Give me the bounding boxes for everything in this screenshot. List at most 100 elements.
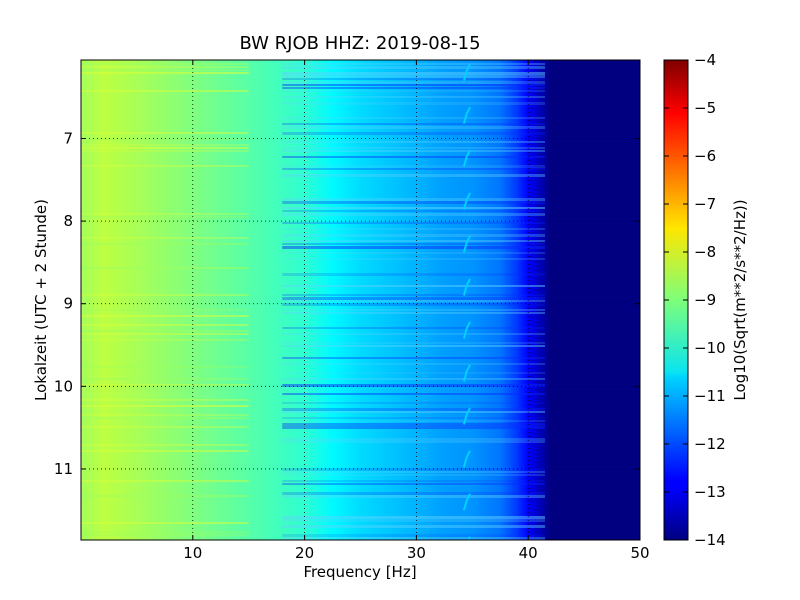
time-band: [282, 240, 545, 242]
time-band: [282, 525, 545, 528]
x-tick-label: 50: [630, 544, 649, 562]
time-band: [282, 303, 545, 306]
time-band: [282, 363, 545, 365]
tonal-line-segment: [467, 536, 471, 540]
time-band: [282, 492, 545, 495]
time-band: [282, 402, 545, 404]
tonal-line-segment: [462, 321, 471, 339]
time-band: [282, 333, 545, 335]
time-band: [282, 357, 545, 359]
x-tick-label: 30: [407, 544, 426, 562]
time-band: [81, 309, 249, 311]
colorbar-tick-label: −10: [694, 339, 726, 357]
time-band: [282, 117, 545, 119]
colorbar-tick-label: −13: [694, 483, 726, 501]
y-axis-label: Lokalzeit (UTC + 2 Stunde): [32, 199, 50, 401]
time-band: [282, 534, 545, 537]
time-band: [81, 366, 249, 368]
spectrogram-image: [81, 60, 640, 540]
time-band: [282, 273, 545, 276]
time-band: [81, 66, 249, 68]
tonal-line-segment: [462, 407, 471, 425]
time-band: [282, 168, 545, 170]
time-band: [81, 444, 249, 446]
axis-ticks: 10 20 30 40 50 7 8 9 10 11: [54, 60, 650, 562]
time-band: [282, 174, 545, 177]
colorbar-label: Log10(Sqrt(m**2/s**2/Hz)): [731, 199, 749, 400]
x-tick-label: 10: [183, 544, 202, 562]
time-band: [282, 75, 545, 78]
time-band: [282, 243, 545, 245]
time-band: [81, 426, 249, 428]
time-band: [282, 147, 545, 149]
time-band: [282, 78, 545, 80]
tonal-line-segment: [462, 63, 471, 81]
time-band: [81, 399, 249, 401]
time-band: [282, 417, 545, 419]
time-band: [81, 63, 249, 65]
time-band: [81, 324, 249, 326]
x-axis-label: Frequency [Hz]: [303, 563, 416, 581]
time-band: [81, 414, 249, 416]
time-band: [81, 534, 249, 536]
time-band: [282, 294, 545, 296]
time-band: [282, 342, 545, 344]
time-band: [282, 102, 545, 105]
time-band: [81, 315, 249, 317]
time-band: [81, 216, 249, 218]
time-band: [81, 378, 249, 380]
colorbar-tick-label: −14: [694, 531, 726, 549]
time-band: [282, 426, 545, 429]
time-band: [282, 516, 545, 519]
colorbar-tick-label: −5: [694, 99, 716, 117]
colorbar-tick-label: −11: [694, 387, 726, 405]
time-band: [81, 417, 249, 419]
time-band: [282, 372, 545, 374]
time-band: [81, 144, 249, 146]
spectrogram-area: [81, 60, 640, 540]
tonal-line-segment: [462, 235, 471, 253]
time-band: [282, 201, 545, 204]
colorbar: −4 −5 −6 −7 −8 −9 −10 −11 −12 −13 −14 Log10(Sqrt(m…: [663, 51, 749, 549]
time-band: [81, 450, 249, 452]
time-band: [81, 405, 249, 407]
time-band: [282, 438, 545, 441]
tonal-line-segment: [462, 106, 471, 124]
time-band: [282, 309, 545, 311]
colorbar-tick-label: −9: [694, 291, 716, 309]
time-band: [282, 258, 545, 260]
chart-title: BW RJOB HHZ: 2019-08-15: [239, 33, 480, 54]
time-band: [81, 243, 249, 245]
time-band: [282, 423, 545, 426]
time-band: [282, 63, 545, 65]
colorbar-tick-label: −4: [694, 51, 716, 69]
time-band: [81, 522, 249, 524]
time-band: [81, 294, 249, 296]
time-band: [282, 480, 545, 482]
time-band: [282, 207, 545, 209]
time-band: [282, 66, 545, 69]
time-band: [282, 285, 545, 287]
colorbar-ticks: −4 −5 −6 −7 −8 −9 −10 −11 −12 −13 −14: [664, 51, 726, 549]
time-band: [282, 96, 545, 98]
time-band: [282, 234, 545, 237]
time-bands: [81, 63, 545, 540]
colorbar-tick-label: −7: [694, 195, 716, 213]
time-band: [282, 213, 545, 216]
colorbar-tick-label: −12: [694, 435, 726, 453]
time-band: [282, 471, 545, 473]
time-band: [282, 81, 545, 84]
time-band: [282, 87, 545, 89]
time-band: [282, 468, 545, 471]
tonal-line-marks: [462, 63, 471, 540]
y-tick-label: 8: [63, 212, 73, 230]
time-band: [282, 150, 545, 152]
time-band: [81, 267, 249, 269]
time-band: [81, 150, 249, 152]
time-band: [282, 222, 545, 224]
time-band: [282, 519, 545, 522]
time-band: [282, 384, 545, 387]
time-band: [282, 495, 545, 498]
grid: [81, 60, 640, 540]
time-band: [81, 213, 249, 215]
